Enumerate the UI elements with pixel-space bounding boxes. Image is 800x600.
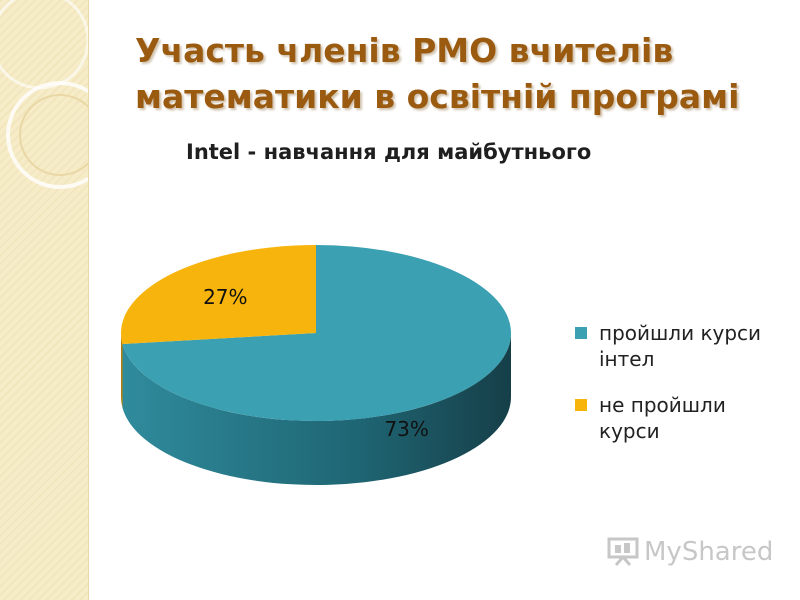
watermark: MyShared (606, 536, 773, 573)
legend-swatch-1 (575, 399, 587, 411)
pie-slice-1 (121, 245, 316, 345)
legend-swatch-0 (575, 327, 587, 339)
decorative-side-strip (0, 0, 89, 600)
decorative-circles-icon (0, 0, 88, 189)
presentation-board-icon (606, 536, 640, 573)
pie-data-label-1: 27% (203, 285, 247, 309)
chart-legend: пройшли курси інтел не пройшли курси (575, 320, 790, 464)
slide-title: Участь членів РМО вчителів математики в … (135, 31, 740, 116)
pie-slice-side-0 (122, 333, 512, 486)
pie-chart: 73% 27% (121, 245, 512, 486)
watermark-text: MyShared (644, 537, 774, 567)
legend-label-0: пройшли курси інтел (599, 321, 762, 371)
pie-slice-side-1 (121, 333, 123, 409)
pie-data-label-0: 73% (384, 417, 428, 441)
slide-subtitle: Intel - навчання для майбутнього (186, 140, 592, 164)
legend-item-0: пройшли курси інтел (575, 320, 790, 372)
legend-item-1: не пройшли курси (575, 392, 790, 444)
pie-slice-0 (122, 245, 512, 421)
legend-label-1: не пройшли курси (599, 393, 726, 443)
